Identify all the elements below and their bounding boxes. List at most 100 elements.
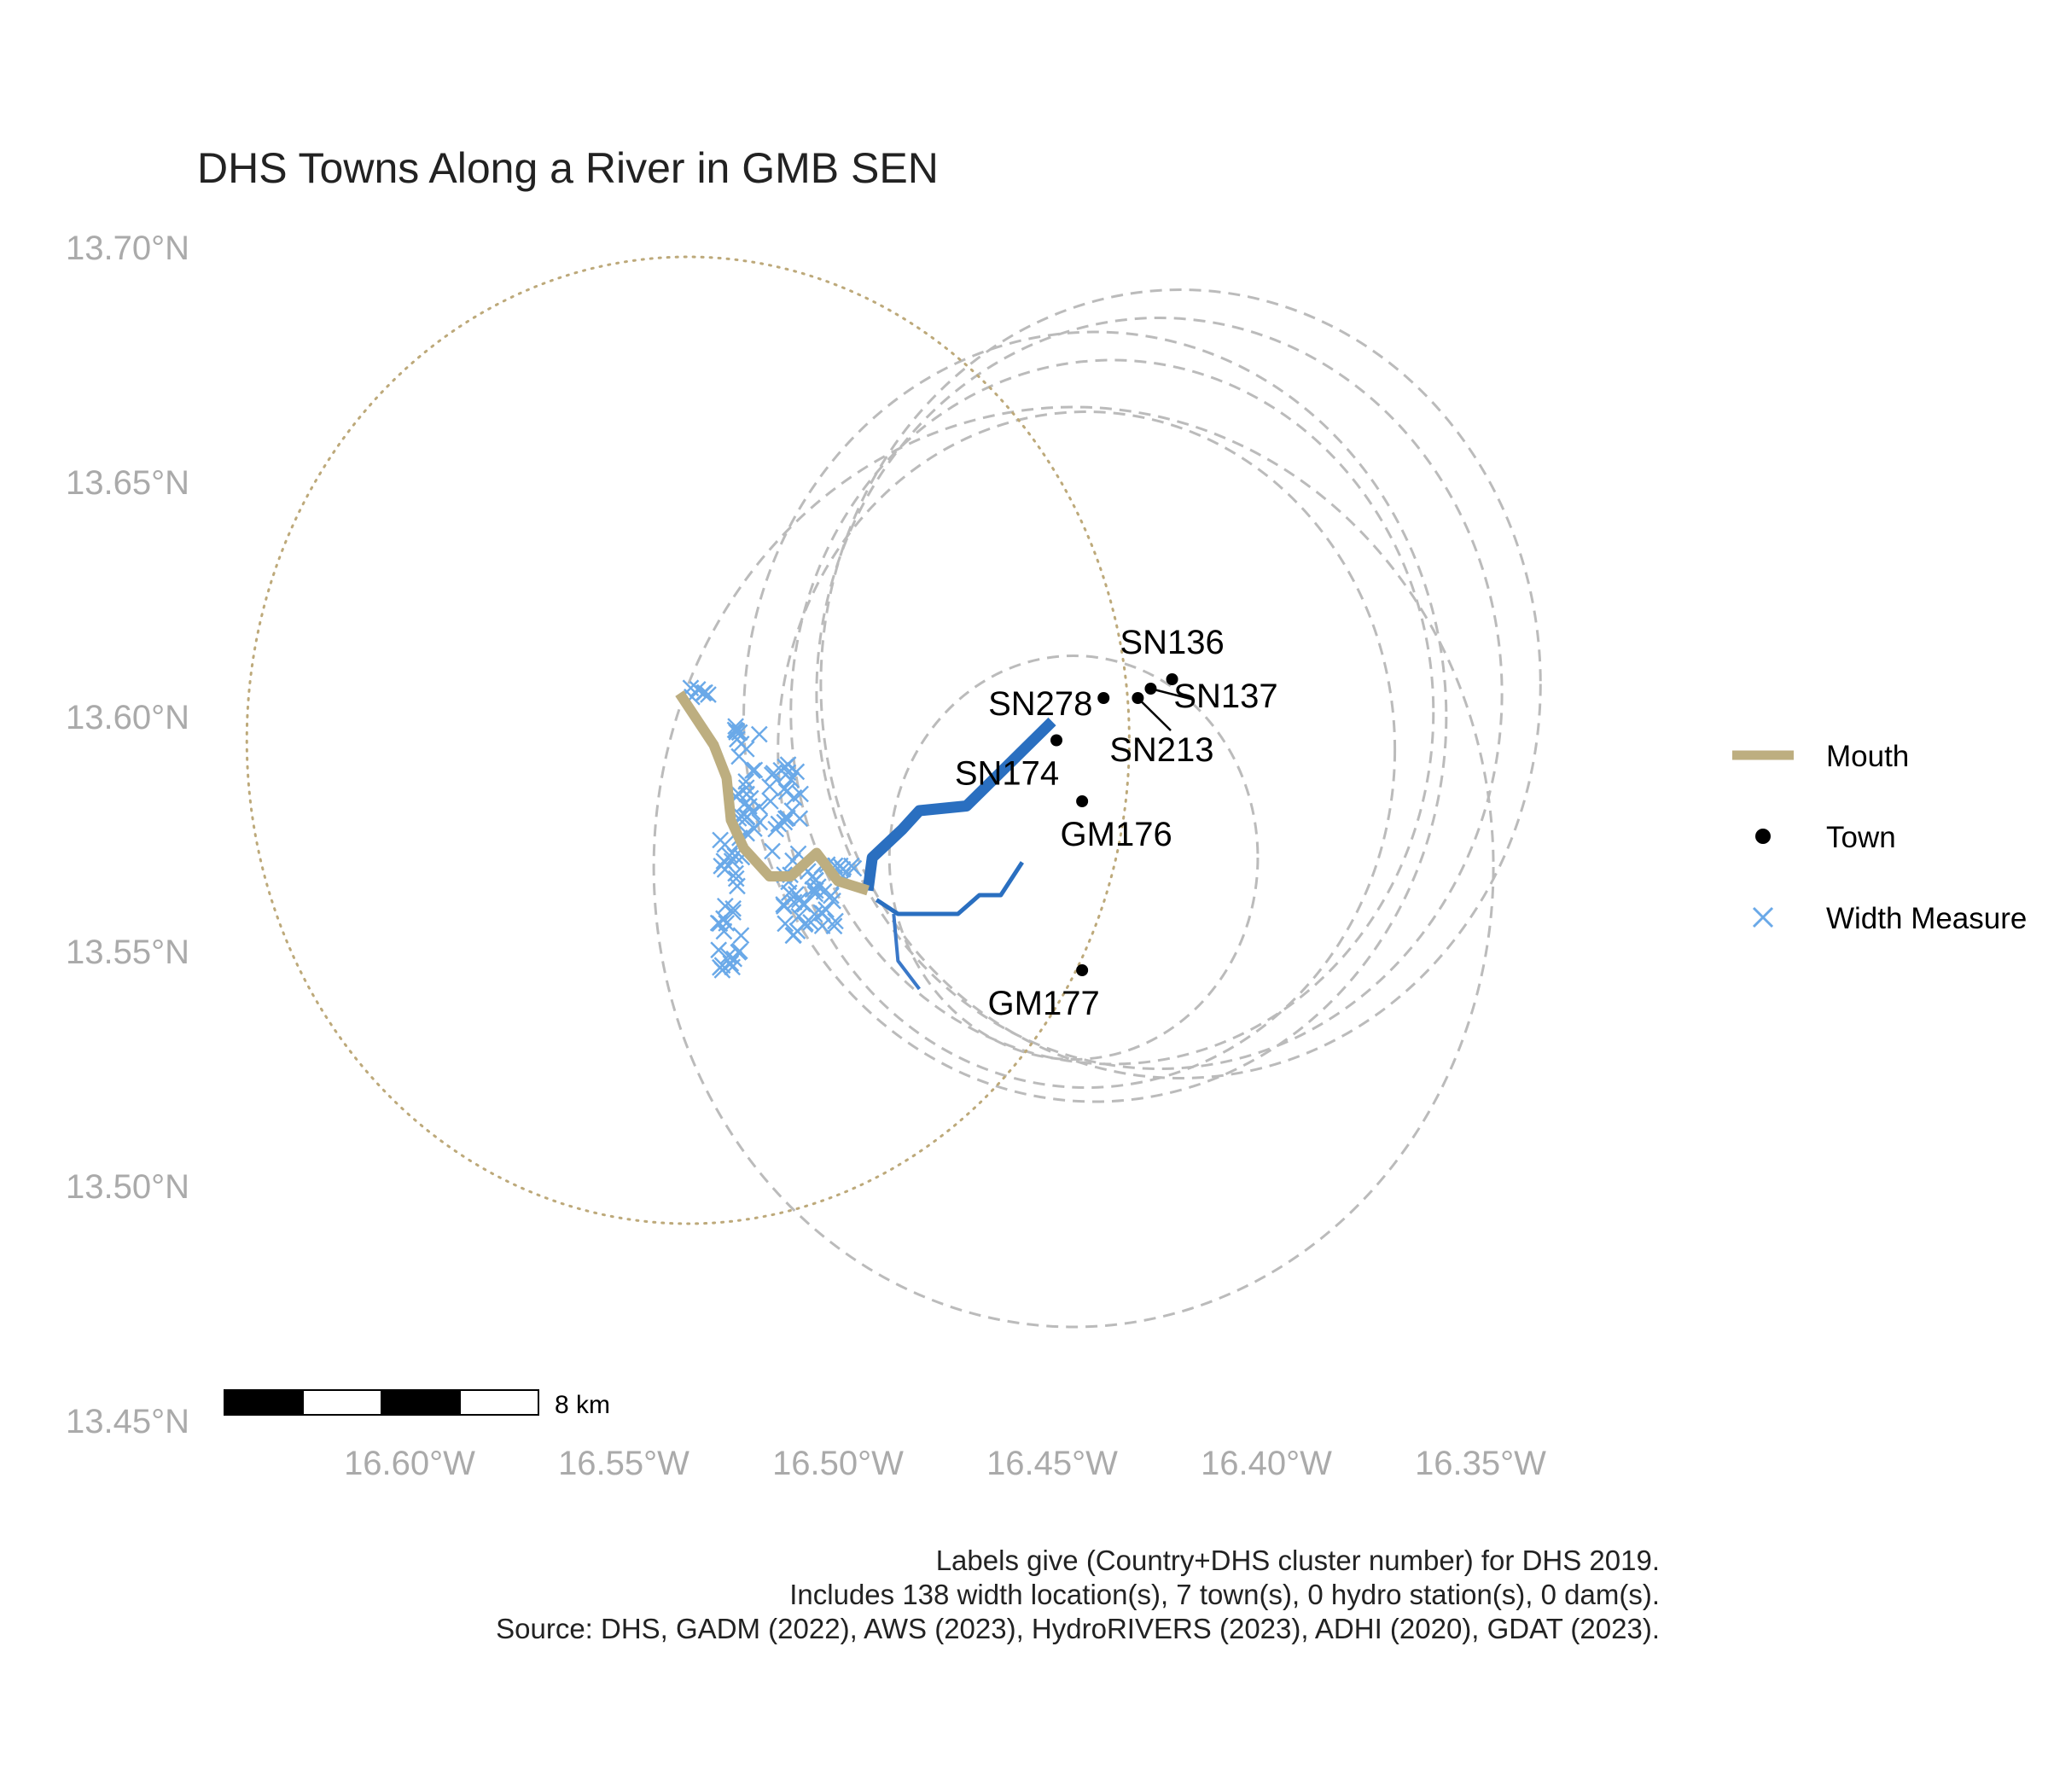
- width-measure-marker: [700, 686, 717, 703]
- river-branch-south: [892, 913, 921, 991]
- town-label: GM176: [1061, 816, 1172, 853]
- width-measure-marker: [732, 927, 750, 945]
- width-measure-marker: [689, 681, 707, 698]
- width-measure-marker: [744, 762, 761, 779]
- x-tick-label: 16.60°W: [344, 1445, 475, 1482]
- buffer-circle: [819, 288, 1542, 1079]
- width-measure-marker: [809, 878, 827, 895]
- width-measure-marker: [788, 886, 805, 903]
- legend-town-symbol: [1755, 829, 1771, 844]
- width-measure-marker: [770, 815, 788, 833]
- width-measure-marker: [817, 901, 835, 918]
- mouth-line: [675, 690, 870, 896]
- town-label: SN174: [955, 755, 1059, 793]
- width-measure-marker: [723, 852, 741, 870]
- river-main-channel: [862, 717, 1056, 892]
- caption-line: Labels give (Country+DHS cluster number)…: [936, 1545, 1660, 1576]
- y-tick-label: 13.55°N: [66, 934, 189, 971]
- width-measure-marker: [724, 904, 742, 921]
- y-tick-label: 13.50°N: [66, 1168, 189, 1206]
- width-measure-marker: [715, 852, 733, 870]
- scale-bar-segment: [302, 1389, 382, 1416]
- x-tick-label: 16.55°W: [558, 1445, 689, 1482]
- caption: Labels give (Country+DHS cluster number)…: [496, 1545, 1660, 1644]
- town-label: GM177: [988, 985, 1100, 1022]
- town-label: SN136: [1120, 624, 1224, 661]
- town-label: SN137: [1173, 678, 1277, 715]
- width-measure-marker: [727, 870, 745, 887]
- width-measure-marker: [824, 892, 841, 910]
- y-axis: 13.70°N 13.65°N 13.60°N 13.55°N 13.50°N 13.45…: [66, 230, 189, 1440]
- legend-mouth-label: Mouth: [1826, 740, 1909, 773]
- x-axis: 16.60°W 16.55°W 16.50°W 16.45°W 16.40°W 16.35…: [344, 1445, 1546, 1482]
- width-measure-marker: [777, 915, 794, 933]
- width-measure-marker: [715, 922, 733, 940]
- width-measure-marker: [791, 810, 809, 828]
- width-measure-marker: [775, 896, 793, 913]
- x-tick-label: 16.50°W: [772, 1445, 904, 1482]
- buffer-circle: [887, 655, 1260, 1061]
- width-measure-marker: [779, 809, 796, 827]
- town-point: [1132, 692, 1144, 704]
- buffer-circle: [777, 410, 1397, 1089]
- buffer-circle: [652, 405, 1495, 1329]
- width-measure-marker: [783, 771, 800, 788]
- town-label-leader: [1137, 697, 1172, 731]
- y-tick-label: 13.60°N: [66, 699, 189, 736]
- width-measure-marker: [806, 905, 823, 923]
- mouth-line-path: [675, 690, 870, 896]
- buffer-circles: [652, 288, 1542, 1329]
- width-measure-marker: [779, 756, 797, 773]
- x-tick-label: 16.40°W: [1201, 1445, 1332, 1482]
- width-measure-marker: [785, 926, 802, 944]
- width-measure-marker: [827, 912, 844, 930]
- x-tick-label: 16.45°W: [986, 1445, 1118, 1482]
- width-measure-marker: [719, 947, 737, 965]
- river-branch-east: [875, 861, 1024, 916]
- scale-bar-segment: [224, 1389, 304, 1416]
- legend: Mouth Town Width Measure: [1732, 740, 2027, 935]
- width-measure-marker: [738, 785, 755, 803]
- x-tick-label: 16.35°W: [1415, 1445, 1546, 1482]
- legend-width-measure-symbol: [1752, 906, 1774, 928]
- town-point: [1050, 734, 1063, 747]
- width-measure-marker: [712, 831, 729, 849]
- width-measure-marker: [737, 773, 754, 790]
- river-lines: [862, 717, 1056, 991]
- town-point: [1097, 692, 1110, 704]
- legend-town-label: Town: [1826, 821, 1896, 854]
- mouth-buffer-circle: [245, 255, 1131, 1225]
- width-measure-marker: [737, 740, 755, 758]
- width-measure-marker: [764, 842, 781, 860]
- mouth-buffer: [245, 255, 1131, 1225]
- caption-line: Source: DHS, GADM (2022), AWS (2023), Hy…: [496, 1613, 1660, 1644]
- width-measure-marker: [750, 725, 768, 743]
- scale-bar-segment: [381, 1389, 461, 1416]
- width-measure-marker: [807, 871, 824, 889]
- legend-width-measure-label: Width Measure: [1826, 902, 2027, 935]
- caption-line: Includes 138 width location(s), 7 town(s…: [789, 1579, 1660, 1610]
- map-title: DHS Towns Along a River in GMB SEN: [197, 144, 939, 192]
- width-measures: [682, 679, 863, 979]
- width-measure-marker: [823, 887, 840, 905]
- width-measure-marker: [711, 915, 729, 933]
- width-measure-marker: [717, 897, 734, 915]
- town-label: SN213: [1109, 731, 1213, 769]
- y-tick-label: 13.65°N: [66, 464, 189, 502]
- scale-bar-label: 8 km: [555, 1391, 610, 1419]
- width-measure-marker: [762, 793, 779, 810]
- width-measure-marker: [751, 798, 769, 816]
- scale-bar-segment: [459, 1389, 539, 1416]
- buffer-circle: [815, 317, 1504, 1070]
- town-point: [1076, 964, 1089, 976]
- buffer-circle: [789, 358, 1435, 1066]
- width-measure-marker: [765, 765, 783, 782]
- town-label: SN278: [988, 685, 1092, 723]
- width-measure-marker: [725, 950, 743, 968]
- town-label-leader: [1150, 687, 1195, 701]
- width-measure-marker: [777, 783, 795, 800]
- width-measure-marker: [825, 917, 843, 935]
- y-tick-label: 13.70°N: [66, 230, 189, 267]
